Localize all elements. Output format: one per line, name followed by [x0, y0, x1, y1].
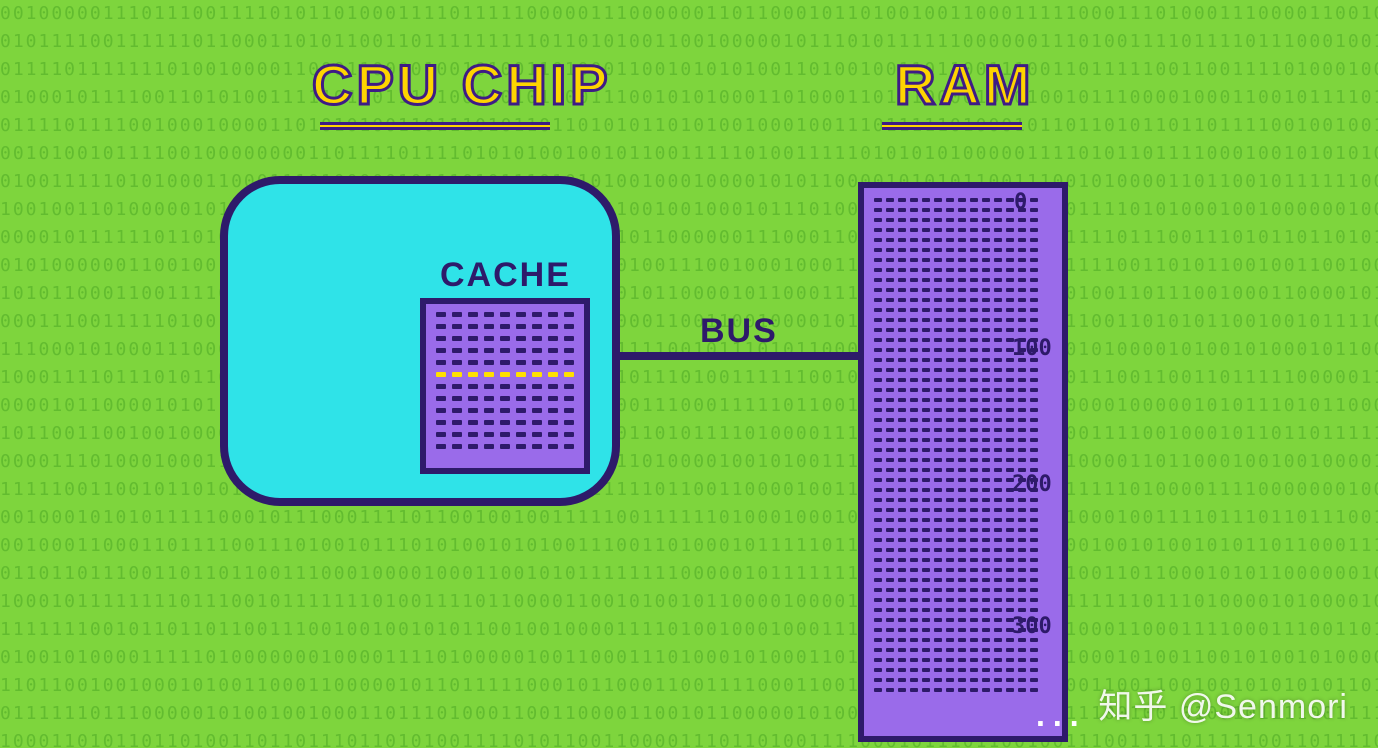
ram-row: [874, 688, 1052, 692]
ram-row: [874, 578, 1052, 582]
ram-address-label: 300: [1012, 614, 1052, 639]
cache-memory-box: [420, 298, 590, 474]
ram-row: [874, 608, 1052, 612]
ram-row: [874, 258, 1052, 262]
ram-row: [874, 498, 1052, 502]
ram-row: [874, 288, 1052, 292]
ram-row: [874, 588, 1052, 592]
title-cpu-chip: CPU CHIP: [312, 52, 612, 117]
cache-row: [436, 396, 574, 401]
ram-row: [874, 668, 1052, 672]
ram-row: [874, 548, 1052, 552]
ram-row: [874, 528, 1052, 532]
watermark-text: 知乎 @Senmori: [1098, 679, 1348, 728]
ram-row: [874, 518, 1052, 522]
ram-address-label: 0: [1014, 190, 1027, 215]
ram-row: [874, 278, 1052, 282]
ram-row: [874, 508, 1052, 512]
ram-row: [874, 398, 1052, 402]
ram-address-label: 100: [1012, 336, 1052, 361]
cache-row: [436, 420, 574, 425]
ram-row: [874, 658, 1052, 662]
underline-cpu: [320, 122, 550, 130]
ram-row: [874, 418, 1052, 422]
ram-memory-box: [858, 182, 1068, 742]
underline-ram: [882, 122, 1022, 130]
ram-row: [874, 228, 1052, 232]
ram-ellipsis: ...: [1032, 700, 1083, 733]
ram-row: [874, 428, 1052, 432]
ram-row: [874, 248, 1052, 252]
cache-row: [436, 312, 574, 317]
ram-address-label: 200: [1012, 472, 1052, 497]
ram-row: [874, 678, 1052, 682]
cache-row: [436, 408, 574, 413]
ram-row: [874, 388, 1052, 392]
ram-row: [874, 368, 1052, 372]
ram-row: [874, 648, 1052, 652]
cache-row: [436, 384, 574, 389]
ram-row: [874, 438, 1052, 442]
ram-row: [874, 308, 1052, 312]
cache-row: [436, 432, 574, 437]
bus-label: BUS: [700, 312, 778, 351]
ram-row: [874, 408, 1052, 412]
ram-row: [874, 458, 1052, 462]
binary-background: 0010000011101110011110101101000111101111…: [0, 0, 1378, 748]
ram-row: [874, 378, 1052, 382]
cache-row: [436, 360, 574, 365]
cache-label: CACHE: [440, 256, 571, 295]
ram-row: [874, 598, 1052, 602]
ram-row: [874, 318, 1052, 322]
ram-row: [874, 328, 1052, 332]
ram-row: [874, 558, 1052, 562]
cache-row: [436, 336, 574, 341]
ram-row: [874, 238, 1052, 242]
title-ram: RAM: [895, 52, 1035, 117]
cache-row: [436, 372, 574, 377]
ram-row: [874, 218, 1052, 222]
cache-row: [436, 444, 574, 449]
ram-row: [874, 298, 1052, 302]
cache-row: [436, 324, 574, 329]
cache-row: [436, 348, 574, 353]
bus-line: [614, 352, 862, 360]
ram-row: [874, 568, 1052, 572]
ram-row: [874, 538, 1052, 542]
ram-row: [874, 268, 1052, 272]
ram-row: [874, 448, 1052, 452]
